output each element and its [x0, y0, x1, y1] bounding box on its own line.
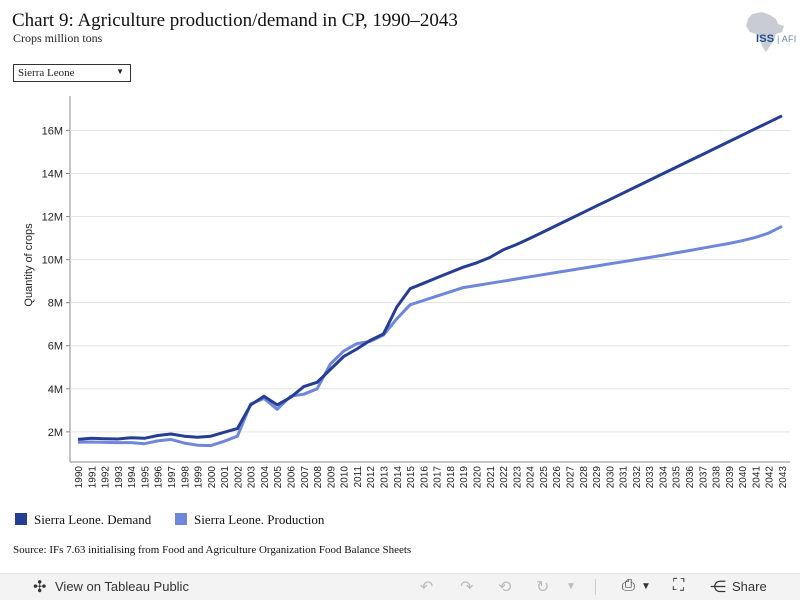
y-tick-label: 4M — [48, 384, 63, 396]
chevron-down-icon: ▼ — [116, 67, 124, 76]
x-tick-label: 2005 — [273, 466, 284, 489]
x-tick-label: 2033 — [645, 466, 656, 489]
x-tick-label: 2019 — [459, 466, 470, 489]
tableau-logo-icon: ✣ — [33, 579, 47, 596]
y-tick-label: 14M — [42, 169, 63, 181]
x-tick-label: 2018 — [446, 466, 457, 489]
x-tick-label: 2010 — [340, 466, 351, 489]
x-tick-label: 2028 — [579, 466, 590, 489]
download-menu-chevron-icon[interactable]: ▼ — [641, 581, 651, 592]
y-tick-label: 2M — [48, 427, 63, 439]
x-tick-label: 1997 — [167, 466, 178, 489]
x-tick-label: 2037 — [698, 466, 709, 489]
x-tick-label: 2036 — [685, 466, 696, 489]
logo-text: ISS | AFI — [756, 33, 797, 45]
legend-label-production: Sierra Leone. Production — [194, 512, 325, 527]
x-tick-label: 1999 — [194, 466, 205, 489]
x-tick-label: 2023 — [512, 466, 523, 489]
legend-label-demand: Sierra Leone. Demand — [34, 512, 152, 527]
y-axis-label: Quantity of crops — [23, 223, 35, 307]
download-icon[interactable]: ⎙ — [622, 577, 635, 594]
x-tick-label: 2038 — [712, 466, 723, 489]
fullscreen-icon[interactable]: ⛶ — [673, 577, 685, 594]
x-tick-label: 2027 — [565, 466, 576, 489]
series-line-production[interactable] — [77, 224, 783, 448]
share-button[interactable]: Share — [732, 579, 767, 594]
x-tick-label: 2008 — [313, 466, 324, 489]
series-lines — [77, 114, 783, 448]
y-tick-label: 16M — [42, 125, 63, 137]
x-tick-label: 1993 — [114, 466, 125, 489]
redo-icon[interactable]: ↷ — [460, 579, 474, 596]
tableau-toolbar: ✣ View on Tableau Public ↶ ↷ ⟲ ↻ ▼ ⎙ ▼ ⛶… — [0, 573, 800, 600]
x-tick-label: 2032 — [632, 466, 643, 489]
x-tick-label: 2003 — [247, 466, 258, 489]
x-tick-label: 2030 — [605, 466, 616, 489]
y-tick-label: 10M — [42, 255, 63, 267]
x-tick-label: 2031 — [619, 466, 630, 489]
x-tick-label: 2007 — [300, 466, 311, 489]
chart-title: Chart 9: Agriculture production/demand i… — [12, 10, 458, 31]
x-tick-label: 2040 — [738, 466, 749, 489]
x-tick-label: 2004 — [260, 466, 271, 489]
x-tick-label: 2043 — [778, 466, 789, 489]
x-tick-label: 2024 — [526, 466, 537, 489]
x-tick-label: 2012 — [366, 466, 377, 489]
x-tick-label: 2026 — [552, 466, 563, 489]
x-tick-label: 2001 — [220, 466, 231, 489]
x-tick-label: 2042 — [765, 466, 776, 489]
x-tick-label: 2022 — [499, 466, 510, 489]
x-tick-label: 1992 — [101, 466, 112, 489]
revert-icon[interactable]: ⟲ — [498, 579, 512, 596]
x-tick-label: 2002 — [233, 466, 244, 489]
x-tick-label: 2029 — [592, 466, 603, 489]
x-tick-label: 2025 — [539, 466, 550, 489]
chart-subtitle: Crops million tons — [13, 31, 103, 45]
share-icon[interactable]: ⋲ — [710, 579, 726, 596]
y-tick-label: 12M — [42, 212, 63, 224]
source-note: Source: IFs 7.63 initialising from Food … — [13, 544, 412, 556]
toolbar-divider — [595, 579, 596, 595]
x-axis-ticks: 1990 1991 1992 1993 1994 1995 1996 1997 1998 1999… — [74, 466, 789, 489]
y-tick-label: 6M — [48, 341, 63, 353]
y-axis-ticks: 2M 4M 6M 8M 10M 12M 14M 16M — [42, 125, 70, 439]
x-tick-label: 2015 — [406, 466, 417, 489]
x-tick-label: 2009 — [326, 466, 337, 489]
x-tick-label: 2041 — [751, 466, 762, 489]
x-tick-label: 1990 — [74, 466, 85, 489]
x-tick-label: 2034 — [658, 466, 669, 489]
x-tick-label: 2011 — [353, 466, 364, 488]
country-filter-value: Sierra Leone — [18, 67, 75, 79]
x-tick-label: 2013 — [380, 466, 391, 489]
x-tick-label: 1995 — [140, 466, 151, 489]
x-tick-label: 1994 — [127, 466, 138, 489]
grid-lines — [69, 96, 790, 463]
x-tick-label: 1991 — [87, 466, 98, 489]
legend-item-demand[interactable]: Sierra Leone. Demand — [15, 512, 151, 528]
y-tick-label: 8M — [48, 298, 63, 310]
legend-swatch-production — [175, 513, 187, 525]
x-tick-label: 2020 — [472, 466, 483, 489]
refresh-icon[interactable]: ↻ — [536, 579, 550, 596]
x-tick-label: 2021 — [486, 466, 497, 489]
iss-africa-logo-icon — [746, 12, 784, 52]
x-tick-label: 1996 — [154, 466, 165, 489]
x-tick-label: 2035 — [672, 466, 683, 489]
legend-item-production[interactable]: Sierra Leone. Production — [175, 512, 324, 528]
x-tick-label: 2006 — [287, 466, 298, 489]
x-tick-label: 2039 — [725, 466, 736, 489]
x-tick-label: 2000 — [207, 466, 218, 489]
view-on-tableau-link[interactable]: View on Tableau Public — [55, 579, 189, 594]
x-tick-label: 1998 — [180, 466, 191, 489]
x-tick-label: 2017 — [433, 466, 444, 489]
refresh-menu-chevron-icon[interactable]: ▼ — [566, 581, 576, 592]
legend-swatch-demand — [15, 513, 27, 525]
x-tick-label: 2014 — [393, 466, 404, 489]
x-tick-label: 2016 — [419, 466, 430, 489]
country-filter-dropdown[interactable]: Sierra Leone ▼ — [13, 64, 131, 82]
series-line-demand[interactable] — [77, 114, 783, 441]
undo-icon[interactable]: ↶ — [420, 579, 434, 596]
